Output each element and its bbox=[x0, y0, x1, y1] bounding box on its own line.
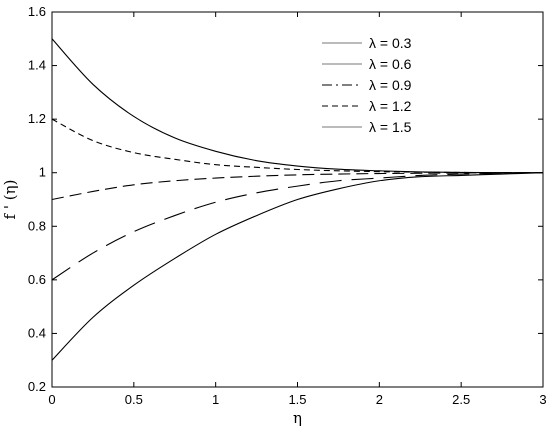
legend-label: λ = 0.3 bbox=[369, 35, 412, 51]
x-tick-label: 0.5 bbox=[125, 392, 143, 407]
y-axis: 0.2 0.4 0.6 0.8 1 1.2 1.4 1.6 bbox=[28, 4, 543, 394]
legend-label: λ = 0.9 bbox=[369, 77, 412, 93]
y-tick-label: 0.4 bbox=[28, 325, 46, 340]
series-line-3 bbox=[51, 172, 544, 201]
y-tick-label: 0.8 bbox=[28, 218, 46, 233]
y-tick-label: 1.4 bbox=[28, 58, 46, 73]
x-tick-label: 2 bbox=[376, 392, 383, 407]
x-tick-label: 3 bbox=[539, 392, 546, 407]
y-axis-label: f ' (η) bbox=[1, 180, 19, 220]
x-tick-label: 2.5 bbox=[452, 392, 470, 407]
y-tick-label: 1.6 bbox=[28, 4, 46, 19]
series-line-2 bbox=[51, 172, 544, 281]
y-tick-label: 0.6 bbox=[28, 272, 46, 287]
x-tick-label: 1.5 bbox=[288, 392, 306, 407]
series-lines bbox=[51, 38, 544, 361]
legend-label: λ = 0.6 bbox=[369, 56, 412, 72]
x-tick-label: 1 bbox=[212, 392, 219, 407]
x-axis: 0 0.5 1 1.5 2 2.5 3 bbox=[48, 12, 547, 407]
y-tick-label: 1.2 bbox=[28, 111, 46, 126]
x-axis-label: η bbox=[293, 409, 302, 427]
legend: λ = 0.3 λ = 0.6 λ = 0.9 λ = 1.2 λ = 1.5 bbox=[322, 35, 412, 135]
series-line-5 bbox=[51, 38, 544, 174]
x-tick-label: 0 bbox=[48, 392, 55, 407]
y-tick-label: 1 bbox=[39, 165, 46, 180]
legend-label: λ = 1.2 bbox=[369, 98, 412, 114]
y-tick-label: 0.2 bbox=[28, 379, 46, 394]
legend-label: λ = 1.5 bbox=[369, 119, 412, 135]
series-line-4 bbox=[51, 118, 544, 174]
series-line-1 bbox=[51, 172, 544, 361]
